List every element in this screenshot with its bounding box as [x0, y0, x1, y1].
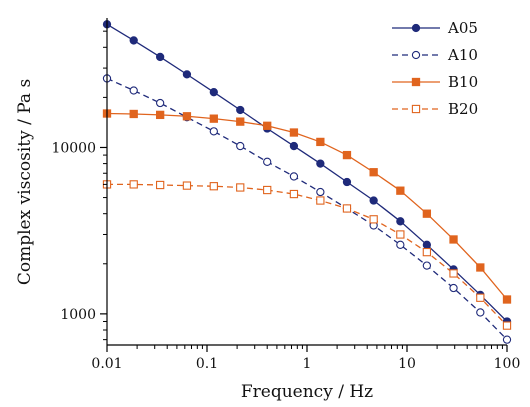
series-line-a05 [106, 23, 508, 322]
data-point-a05 [316, 159, 325, 168]
x-tick-label: 1 [303, 356, 312, 372]
data-point-a05 [396, 217, 405, 226]
data-point-b10 [263, 121, 272, 130]
data-point-b20 [476, 293, 485, 302]
legend-label-b20: B20 [448, 100, 478, 118]
data-point-b20 [263, 185, 272, 195]
data-point-a05 [129, 36, 138, 45]
data-point-a10 [396, 240, 405, 249]
data-point-b20 [155, 180, 165, 190]
data-point-b10 [129, 109, 138, 119]
legend-label-a05: A05 [447, 19, 478, 37]
data-point-b20 [182, 181, 192, 190]
plot-lines [106, 23, 508, 341]
x-axis-title: Frequency / Hz [241, 382, 373, 402]
data-point-a05 [182, 70, 192, 79]
x-tick-label: 10 [398, 356, 416, 372]
data-point-b10 [476, 263, 485, 272]
data-point-b10 [449, 235, 458, 244]
data-point-b10 [289, 128, 299, 137]
data-point-b10 [182, 112, 192, 121]
legend: A05 A10 B10 B20 [392, 19, 478, 118]
data-point-a10 [209, 127, 218, 136]
data-point-a10 [422, 261, 432, 270]
data-point-a10 [129, 86, 138, 95]
series-line-b20 [107, 183, 508, 327]
data-point-b10 [155, 110, 165, 120]
data-point-a05 [342, 177, 352, 187]
data-point-a05 [369, 196, 378, 205]
data-point-b10 [209, 114, 218, 123]
series-line-b10 [106, 112, 508, 300]
ticks: 0.01 0.1 1 10 100 1000 10000 [51, 30, 521, 372]
data-point-b20 [502, 321, 512, 330]
data-point-b10 [236, 117, 245, 126]
x-tick-label: 100 [494, 356, 521, 372]
data-point-b10 [396, 186, 405, 195]
data-point-a10 [476, 308, 485, 317]
data-point-b20 [209, 182, 218, 191]
data-point-b20 [342, 204, 352, 213]
data-point-b20 [396, 230, 405, 239]
legend-marker-b10 [411, 77, 421, 87]
y-tick-label: 1000 [60, 307, 96, 323]
legend-marker-b20 [411, 104, 421, 114]
x-tick-label: 0.01 [91, 356, 122, 372]
y-tick-label: 10000 [51, 140, 96, 156]
data-point-a10 [263, 157, 272, 166]
legend-label-b10: B10 [448, 73, 478, 91]
data-point-a05 [236, 105, 245, 115]
axes [106, 18, 507, 346]
x-tick-label: 0.1 [196, 356, 218, 372]
data-point-a10 [316, 187, 325, 197]
data-point-a10 [449, 283, 458, 293]
data-point-b20 [129, 180, 138, 189]
legend-marker-a05 [411, 23, 421, 33]
data-point-b10 [316, 137, 325, 147]
data-point-b20 [316, 196, 325, 205]
data-point-a10 [155, 98, 165, 108]
y-axis-title: Complex viscosity / Pa s [15, 79, 35, 285]
data-point-a05 [155, 52, 165, 62]
data-point-a05 [422, 240, 432, 249]
legend-label-a10: A10 [447, 46, 478, 64]
data-point-b10 [502, 295, 512, 304]
data-point-a10 [502, 335, 512, 344]
data-point-b20 [422, 247, 432, 257]
data-point-a10 [236, 141, 245, 151]
data-point-b20 [369, 215, 378, 224]
data-point-b10 [422, 209, 432, 218]
data-point-b20 [236, 183, 245, 192]
series-line-a10 [106, 77, 508, 341]
data-point-b10 [369, 168, 378, 177]
data-point-a05 [209, 88, 218, 97]
data-point-a10 [289, 172, 299, 181]
plot-markers [102, 20, 512, 344]
data-point-a05 [289, 141, 299, 151]
data-point-b10 [342, 150, 352, 160]
data-point-b20 [289, 189, 299, 199]
legend-marker-a10 [411, 50, 421, 60]
data-point-b20 [449, 269, 458, 278]
